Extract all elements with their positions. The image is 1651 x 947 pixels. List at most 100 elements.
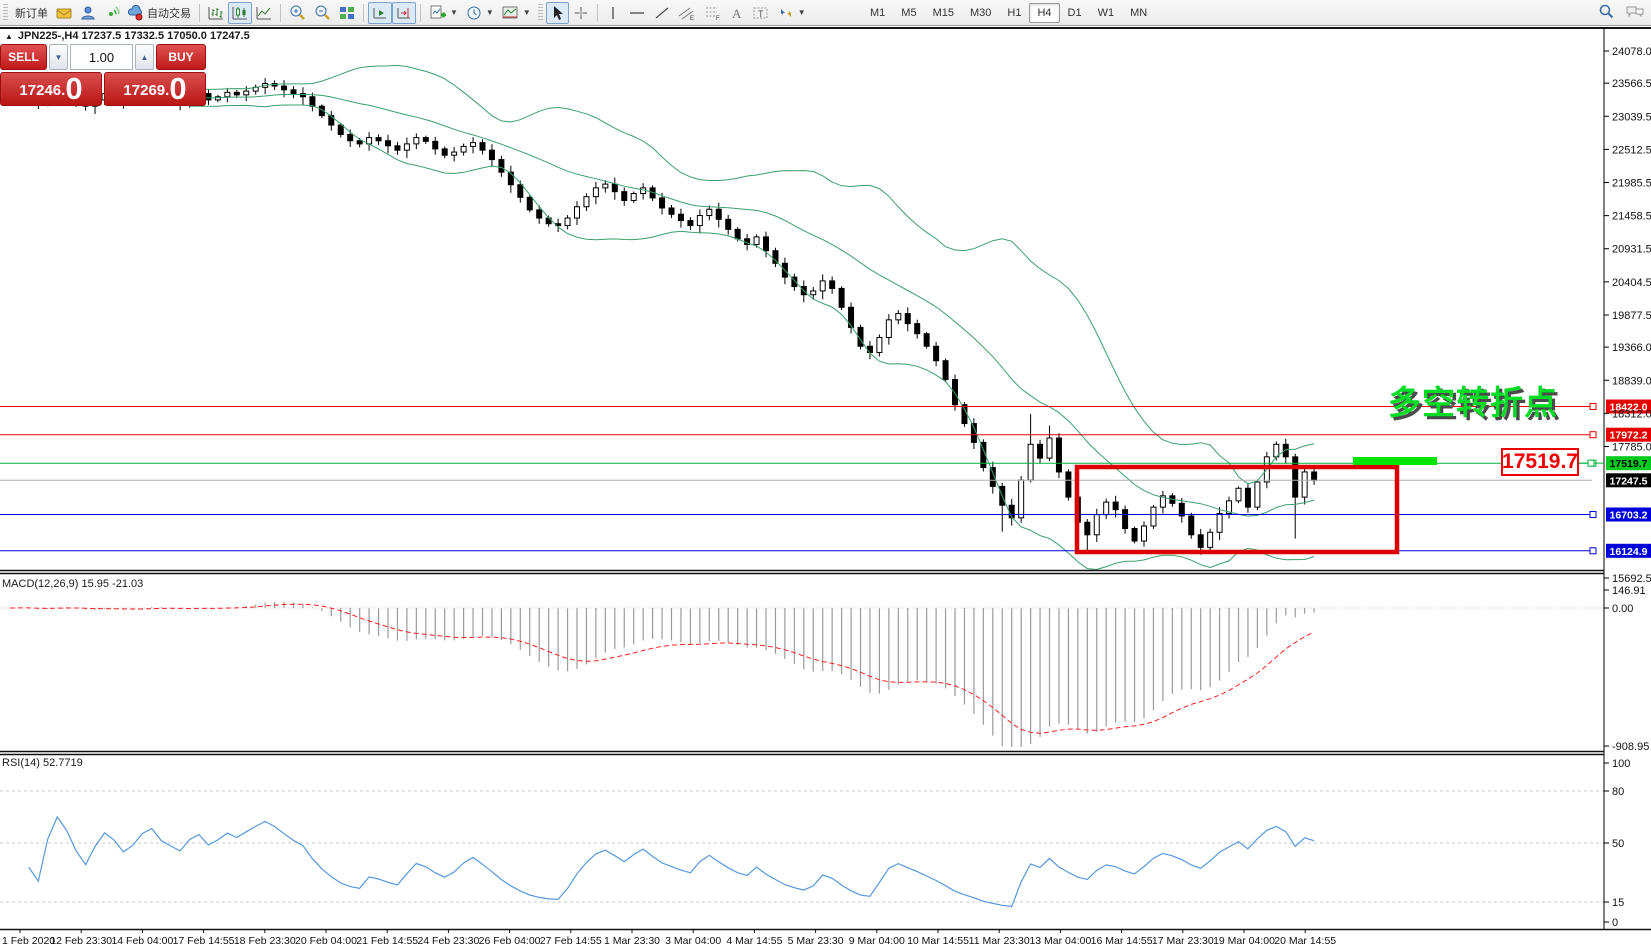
time-tick-label[interactable]: 10 Mar 14:55: [907, 935, 969, 947]
candle: [952, 379, 958, 406]
timeframe-toolbar: M1 M5 M15 M30 H1 H4 D1 W1 MN: [862, 0, 1155, 26]
envelope-icon[interactable]: [52, 2, 76, 24]
crosshair-tool[interactable]: [569, 2, 593, 24]
candle: [1055, 437, 1062, 473]
new-order-label: 新订单: [15, 7, 48, 20]
cursor-tool[interactable]: [545, 1, 569, 24]
time-tick-label[interactable]: 20 Feb 04:00: [295, 935, 357, 947]
auto-scroll-icon[interactable]: [368, 1, 392, 24]
timeframe-d1[interactable]: D1: [1067, 7, 1082, 19]
time-tick-label[interactable]: 12 Feb 23:30: [50, 935, 112, 947]
buy-button[interactable]: BUY: [156, 44, 206, 70]
time-tick-label[interactable]: 27 Feb 14:55: [540, 935, 602, 947]
arrows-tool[interactable]: ▼: [774, 2, 810, 24]
sell-price-main: 17246: [19, 82, 62, 99]
candle: [574, 206, 580, 219]
price-callout-box[interactable]: 17519.7: [1501, 448, 1579, 476]
rsi-indicator-label: RSI(14) 52.7719: [2, 757, 83, 769]
time-tick-label[interactable]: 5 Mar 23:30: [788, 935, 844, 947]
price-badge-label: 17972.2: [1610, 430, 1648, 442]
candle: [1093, 514, 1100, 536]
toolbar-grip[interactable]: [537, 3, 543, 22]
time-tick-label[interactable]: 4 Mar 14:55: [726, 935, 782, 947]
toolbar-grip[interactable]: [3, 3, 8, 22]
horizontal-line-tool[interactable]: [624, 2, 650, 24]
templates-button[interactable]: ▼: [498, 2, 535, 24]
timeframe-m30[interactable]: M30: [969, 7, 992, 19]
volume-input[interactable]: [70, 44, 133, 70]
line-chart-icon[interactable]: [252, 2, 276, 24]
candle: [611, 183, 618, 193]
bollinger-bands-layer: [189, 64, 1315, 571]
buy-price-main: 17269: [123, 82, 166, 99]
chat-icon[interactable]: [1625, 4, 1645, 23]
candle: [734, 228, 741, 240]
fibonacci-tool[interactable]: F: [700, 2, 726, 24]
account-icon[interactable]: [76, 2, 100, 24]
profiles-button[interactable]: ▼: [462, 2, 498, 24]
channel-tool[interactable]: E: [674, 2, 700, 24]
svg-text:F: F: [716, 16, 720, 21]
new-chart-button[interactable]: ▼: [425, 2, 462, 24]
time-tick-label[interactable]: 20 Mar 14:55: [1274, 935, 1336, 947]
sell-button[interactable]: SELL: [0, 44, 47, 70]
new-order-button[interactable]: 新订单: [11, 2, 52, 24]
time-tick-label[interactable]: 17 Feb 14:55: [173, 935, 235, 947]
timeframe-m1[interactable]: M1: [870, 7, 886, 19]
macd-tick-label: -908.95: [1612, 741, 1649, 753]
time-tick-label[interactable]: 17 Mar 23:30: [1152, 935, 1214, 947]
signal-icon[interactable]: [100, 2, 124, 24]
timeframe-m15[interactable]: M15: [932, 7, 954, 19]
chevron-down-icon: ▼: [450, 8, 458, 17]
price-badge: [1606, 427, 1651, 442]
time-tick-label[interactable]: 1 Feb 2020: [2, 935, 55, 947]
time-tick-label[interactable]: 11 Mar 23:30: [969, 935, 1030, 947]
time-tick-label[interactable]: 1 Mar 23:30: [604, 935, 660, 947]
time-tick-label[interactable]: 18 Feb 23:30: [234, 935, 296, 947]
volume-increase-button[interactable]: ▲: [135, 44, 154, 70]
consolidation-rectangle[interactable]: [1074, 464, 1400, 555]
candlestick-chart-icon[interactable]: [228, 1, 252, 24]
candle: [347, 133, 354, 142]
time-tick-label[interactable]: 24 Feb 23:30: [417, 935, 479, 947]
zoom-in-icon[interactable]: [285, 2, 310, 24]
time-tick-label[interactable]: 21 Feb 14:55: [356, 935, 418, 947]
timeframe-h1[interactable]: H1: [1007, 7, 1022, 19]
collapse-trade-panel-arrow[interactable]: ▲: [5, 31, 13, 41]
timeframe-h4[interactable]: H4: [1029, 3, 1060, 23]
timeframe-w1[interactable]: W1: [1097, 7, 1115, 19]
candle: [923, 333, 930, 347]
green-highlight-bar[interactable]: [1353, 457, 1437, 465]
autotrading-button[interactable]: 自动交易: [124, 2, 195, 24]
candle: [375, 137, 382, 142]
candle: [1292, 456, 1299, 498]
level-end-marker: [1589, 547, 1597, 555]
time-tick-label[interactable]: 13 Mar 04:00: [1029, 935, 1091, 947]
sell-price-display[interactable]: 17246. 0: [0, 72, 102, 106]
candle: [819, 280, 826, 292]
chart-shift-icon[interactable]: [392, 1, 416, 24]
text-label-tool[interactable]: T: [748, 2, 774, 24]
text-tool[interactable]: A: [726, 2, 748, 24]
bar-chart-icon[interactable]: [204, 2, 228, 24]
tile-windows-icon[interactable]: [335, 2, 359, 24]
candle: [810, 290, 817, 296]
time-tick-label[interactable]: 19 Mar 04:00: [1213, 935, 1275, 947]
volume-decrease-button[interactable]: ▼: [49, 44, 68, 70]
turning-point-annotation[interactable]: 多空转折点: [1388, 384, 1558, 421]
timeframe-m5[interactable]: M5: [901, 7, 917, 19]
time-tick-label[interactable]: 14 Feb 04:00: [111, 935, 173, 947]
search-icon[interactable]: [1598, 3, 1615, 23]
trendline-tool[interactable]: [650, 2, 674, 24]
buy-price-display[interactable]: 17269. 0: [104, 72, 206, 106]
time-tick-label[interactable]: 16 Mar 14:55: [1091, 935, 1153, 947]
time-tick-label[interactable]: 9 Mar 04:00: [849, 935, 905, 947]
macd-tick-label: 0.00: [1612, 603, 1633, 615]
macd-signal-line: [9, 603, 1315, 734]
vertical-line-tool[interactable]: [602, 2, 624, 24]
zoom-out-icon[interactable]: [310, 2, 335, 24]
time-tick-label[interactable]: 3 Mar 04:00: [665, 935, 721, 947]
time-tick-label[interactable]: 26 Feb 04:00: [479, 935, 541, 947]
timeframe-mn[interactable]: MN: [1130, 7, 1148, 19]
